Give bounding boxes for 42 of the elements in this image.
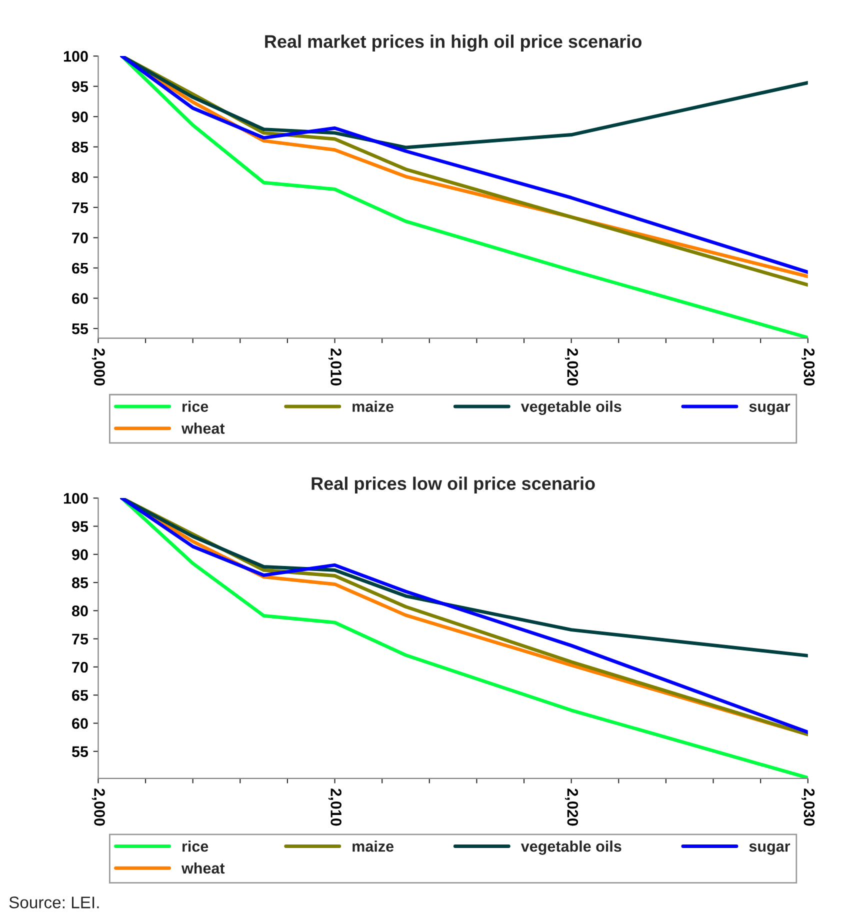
x-tick-label: 2,000 xyxy=(92,788,105,826)
line-series xyxy=(120,56,808,338)
y-tick-label: 90 xyxy=(72,111,88,122)
x-tick-label: 2,030 xyxy=(802,788,815,826)
legend-label: sugar xyxy=(749,843,790,855)
x-tick-label: 2,000 xyxy=(92,348,105,386)
y-tick-label: 55 xyxy=(72,746,88,758)
y-tick-label: 75 xyxy=(72,202,88,214)
y-tick-label: 90 xyxy=(72,549,88,560)
source-note: Source: LEI. xyxy=(9,896,99,908)
y-tick-label: 60 xyxy=(72,293,88,304)
y-tick-label: 75 xyxy=(72,634,88,644)
y-tick-label: 55 xyxy=(72,324,88,334)
y-tick-label: 100 xyxy=(64,50,88,62)
legend-label: wheat xyxy=(181,422,225,434)
legend-label: rice xyxy=(182,400,208,412)
y-tick-label: 60 xyxy=(72,718,88,729)
y-tick-label: 70 xyxy=(72,232,88,244)
x-tick-label: 2,010 xyxy=(328,348,342,386)
x-tick-label: 2,020 xyxy=(565,348,578,386)
x-tick-label: 2,020 xyxy=(565,788,578,826)
legend-label: sugar xyxy=(749,404,790,416)
y-tick-label: 95 xyxy=(72,81,88,92)
legend-label: wheat xyxy=(181,862,225,874)
y-tick-label: 65 xyxy=(72,262,88,274)
legend-label: vegetable oils xyxy=(520,840,622,855)
y-tick-label: 100 xyxy=(64,492,88,504)
chart-title: Real prices low oil price scenario xyxy=(312,476,595,494)
legend-label: rice xyxy=(182,840,208,852)
y-tick-label: 80 xyxy=(72,172,88,183)
y-tick-label: 85 xyxy=(72,577,88,588)
legend-label: vegetable oils xyxy=(520,400,622,416)
x-tick-label: 2,010 xyxy=(328,788,342,826)
legend-label: maize xyxy=(352,840,394,852)
x-tick-label: 2,030 xyxy=(802,348,815,386)
chart-title: Real market prices in high oil price scenario xyxy=(265,34,642,52)
y-tick-label: 80 xyxy=(72,606,88,616)
y-tick-label: 85 xyxy=(72,142,88,153)
y-tick-label: 70 xyxy=(72,662,88,673)
y-tick-label: 95 xyxy=(72,521,88,532)
y-tick-label: 65 xyxy=(72,690,88,701)
legend-label: maize xyxy=(352,400,394,412)
